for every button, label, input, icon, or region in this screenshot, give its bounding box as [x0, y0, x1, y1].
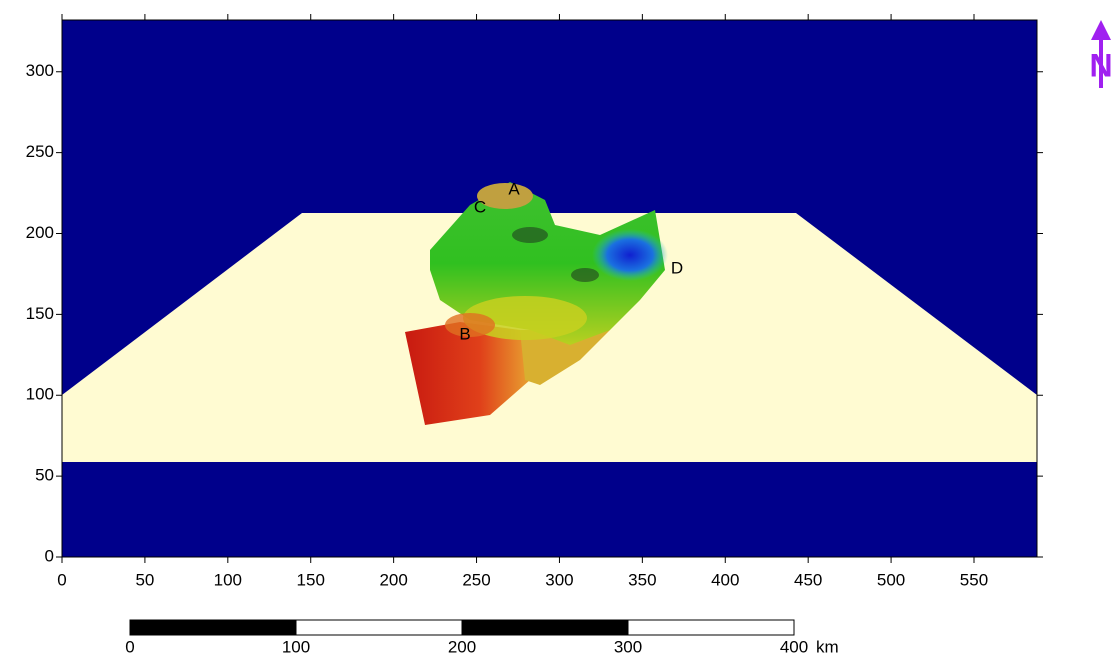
y-tick-label: 150 [26, 304, 54, 323]
terrain-basin [592, 229, 668, 281]
scale-bar-label: 0 [125, 637, 134, 656]
scale-bar-label: 400 [780, 637, 808, 656]
point-label: C [474, 197, 486, 216]
y-tick-label: 0 [45, 546, 54, 565]
scale-bar-label: 200 [448, 637, 476, 656]
scale-bar-label: 100 [282, 637, 310, 656]
x-tick-label: 200 [379, 570, 407, 589]
scale-bar-label: 300 [614, 637, 642, 656]
scale-bar-segment [130, 620, 296, 635]
x-tick-label: 550 [960, 570, 988, 589]
scale-bar-segment [296, 620, 462, 635]
map-figure: A B C D N 050100150200250300350400450500… [0, 0, 1116, 659]
x-tick-label: 150 [297, 570, 325, 589]
terrain-relief [512, 227, 548, 243]
x-tick-label: 0 [57, 570, 66, 589]
x-tick-label: 50 [135, 570, 154, 589]
x-tick-label: 250 [462, 570, 490, 589]
scale-bar-segment [462, 620, 628, 635]
x-tick-label: 500 [877, 570, 905, 589]
y-tick-label: 300 [26, 61, 54, 80]
y-tick-label: 200 [26, 223, 54, 242]
scale-bar-unit: km [816, 637, 839, 656]
x-tick-label: 400 [711, 570, 739, 589]
north-label: N [1089, 47, 1112, 83]
north-arrow-head [1091, 20, 1111, 40]
y-tick-label: 100 [26, 385, 54, 404]
x-tick-label: 300 [545, 570, 573, 589]
x-tick-label: 350 [628, 570, 656, 589]
point-label: A [508, 179, 520, 198]
point-label: D [671, 258, 683, 277]
point-label: B [459, 324, 470, 343]
y-tick-label: 250 [26, 142, 54, 161]
x-tick-label: 100 [214, 570, 242, 589]
north-arrow: N [1089, 20, 1112, 88]
scale-bar-segment [628, 620, 794, 635]
y-tick-label: 50 [35, 466, 54, 485]
terrain-relief [571, 268, 599, 282]
x-tick-label: 450 [794, 570, 822, 589]
